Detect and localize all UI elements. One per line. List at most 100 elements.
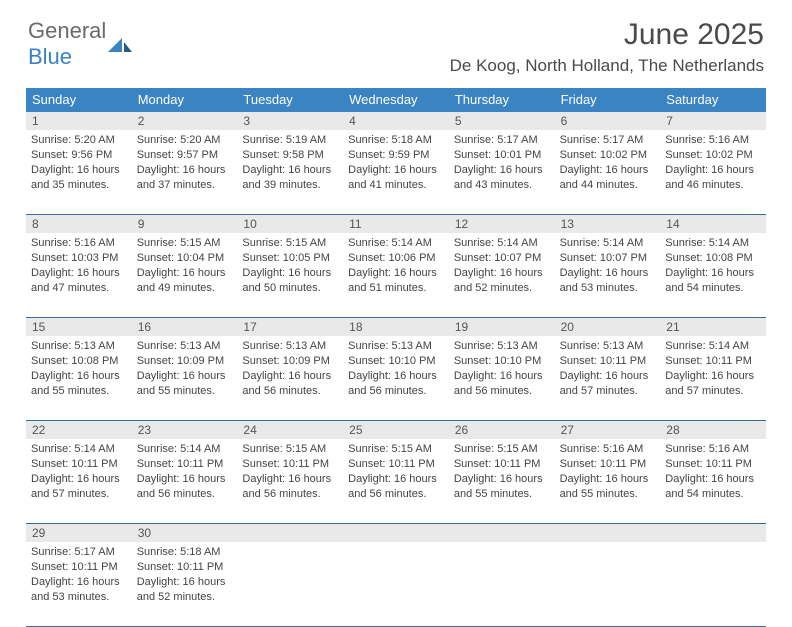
day-cell: Sunrise: 5:20 AMSunset: 9:56 PMDaylight:…: [26, 130, 132, 214]
day-cell: Sunrise: 5:15 AMSunset: 10:04 PMDaylight…: [132, 233, 238, 317]
day-content-row: Sunrise: 5:13 AMSunset: 10:08 PMDaylight…: [26, 336, 766, 421]
day-content-row: Sunrise: 5:17 AMSunset: 10:11 PMDaylight…: [26, 542, 766, 627]
day-cell: Sunrise: 5:14 AMSunset: 10:07 PMDaylight…: [449, 233, 555, 317]
empty-cell: [449, 542, 555, 626]
day-number: 21: [660, 318, 766, 336]
sunset-line: Sunset: 10:11 PM: [348, 457, 444, 472]
empty-cell: [343, 542, 449, 626]
logo: General Blue: [28, 18, 132, 70]
empty-cell: [449, 524, 555, 542]
sunrise-line: Sunrise: 5:13 AM: [454, 339, 550, 354]
sunrise-line: Sunrise: 5:15 AM: [137, 236, 233, 251]
sunrise-line: Sunrise: 5:14 AM: [137, 442, 233, 457]
daylight-line: Daylight: 16 hours and 53 minutes.: [560, 266, 656, 296]
daylight-line: Daylight: 16 hours and 47 minutes.: [31, 266, 127, 296]
sunset-line: Sunset: 10:11 PM: [665, 457, 761, 472]
daylight-line: Daylight: 16 hours and 35 minutes.: [31, 163, 127, 193]
daylight-line: Daylight: 16 hours and 56 minutes.: [137, 472, 233, 502]
day-cell: Sunrise: 5:14 AMSunset: 10:11 PMDaylight…: [132, 439, 238, 523]
day-cell: Sunrise: 5:13 AMSunset: 10:11 PMDaylight…: [555, 336, 661, 420]
day-number: 5: [449, 112, 555, 130]
daylight-line: Daylight: 16 hours and 39 minutes.: [242, 163, 338, 193]
sunrise-line: Sunrise: 5:16 AM: [665, 442, 761, 457]
sunrise-line: Sunrise: 5:14 AM: [560, 236, 656, 251]
day-number: 17: [237, 318, 343, 336]
day-cell: Sunrise: 5:15 AMSunset: 10:05 PMDaylight…: [237, 233, 343, 317]
sunset-line: Sunset: 9:56 PM: [31, 148, 127, 163]
day-cell: Sunrise: 5:17 AMSunset: 10:02 PMDaylight…: [555, 130, 661, 214]
sunrise-line: Sunrise: 5:20 AM: [31, 133, 127, 148]
daylight-line: Daylight: 16 hours and 50 minutes.: [242, 266, 338, 296]
sunset-line: Sunset: 9:58 PM: [242, 148, 338, 163]
day-number: 9: [132, 215, 238, 233]
sunrise-line: Sunrise: 5:13 AM: [348, 339, 444, 354]
sunrise-line: Sunrise: 5:16 AM: [665, 133, 761, 148]
weekday-header: Saturday: [660, 88, 766, 112]
day-number: 18: [343, 318, 449, 336]
weekday-header: Sunday: [26, 88, 132, 112]
sunrise-line: Sunrise: 5:18 AM: [348, 133, 444, 148]
calendar: SundayMondayTuesdayWednesdayThursdayFrid…: [26, 88, 766, 627]
sunset-line: Sunset: 10:09 PM: [242, 354, 338, 369]
day-cell: Sunrise: 5:20 AMSunset: 9:57 PMDaylight:…: [132, 130, 238, 214]
daylight-line: Daylight: 16 hours and 55 minutes.: [454, 472, 550, 502]
sunset-line: Sunset: 10:05 PM: [242, 251, 338, 266]
daylight-line: Daylight: 16 hours and 55 minutes.: [137, 369, 233, 399]
daylight-line: Daylight: 16 hours and 44 minutes.: [560, 163, 656, 193]
daylight-line: Daylight: 16 hours and 37 minutes.: [137, 163, 233, 193]
sunset-line: Sunset: 10:11 PM: [242, 457, 338, 472]
day-cell: Sunrise: 5:18 AMSunset: 9:59 PMDaylight:…: [343, 130, 449, 214]
day-number-row: 891011121314: [26, 215, 766, 233]
day-cell: Sunrise: 5:13 AMSunset: 10:10 PMDaylight…: [449, 336, 555, 420]
day-cell: Sunrise: 5:14 AMSunset: 10:07 PMDaylight…: [555, 233, 661, 317]
empty-cell: [660, 542, 766, 626]
day-number: 8: [26, 215, 132, 233]
empty-cell: [237, 524, 343, 542]
day-cell: Sunrise: 5:14 AMSunset: 10:08 PMDaylight…: [660, 233, 766, 317]
sunset-line: Sunset: 10:09 PM: [137, 354, 233, 369]
sunrise-line: Sunrise: 5:15 AM: [242, 442, 338, 457]
sunset-line: Sunset: 10:02 PM: [560, 148, 656, 163]
day-number: 30: [132, 524, 238, 542]
day-number: 7: [660, 112, 766, 130]
day-number: 19: [449, 318, 555, 336]
day-content-row: Sunrise: 5:20 AMSunset: 9:56 PMDaylight:…: [26, 130, 766, 215]
day-number-row: 15161718192021: [26, 318, 766, 336]
sunrise-line: Sunrise: 5:14 AM: [665, 339, 761, 354]
daylight-line: Daylight: 16 hours and 41 minutes.: [348, 163, 444, 193]
day-number: 3: [237, 112, 343, 130]
empty-cell: [660, 524, 766, 542]
day-cell: Sunrise: 5:13 AMSunset: 10:10 PMDaylight…: [343, 336, 449, 420]
day-number: 20: [555, 318, 661, 336]
sunset-line: Sunset: 10:06 PM: [348, 251, 444, 266]
day-number: 1: [26, 112, 132, 130]
logo-text: General Blue: [28, 18, 106, 70]
sunset-line: Sunset: 10:03 PM: [31, 251, 127, 266]
sunrise-line: Sunrise: 5:13 AM: [560, 339, 656, 354]
sunset-line: Sunset: 9:59 PM: [348, 148, 444, 163]
empty-cell: [555, 542, 661, 626]
sunset-line: Sunset: 9:57 PM: [137, 148, 233, 163]
sunrise-line: Sunrise: 5:17 AM: [454, 133, 550, 148]
day-cell: Sunrise: 5:15 AMSunset: 10:11 PMDaylight…: [343, 439, 449, 523]
day-cell: Sunrise: 5:13 AMSunset: 10:09 PMDaylight…: [237, 336, 343, 420]
sunset-line: Sunset: 10:11 PM: [137, 457, 233, 472]
daylight-line: Daylight: 16 hours and 52 minutes.: [454, 266, 550, 296]
day-number: 2: [132, 112, 238, 130]
sunrise-line: Sunrise: 5:18 AM: [137, 545, 233, 560]
sunrise-line: Sunrise: 5:15 AM: [454, 442, 550, 457]
day-cell: Sunrise: 5:15 AMSunset: 10:11 PMDaylight…: [449, 439, 555, 523]
day-number-row: 2930: [26, 524, 766, 542]
sunset-line: Sunset: 10:10 PM: [454, 354, 550, 369]
daylight-line: Daylight: 16 hours and 55 minutes.: [31, 369, 127, 399]
daylight-line: Daylight: 16 hours and 56 minutes.: [348, 472, 444, 502]
month-title: June 2025: [450, 18, 764, 52]
day-number: 13: [555, 215, 661, 233]
daylight-line: Daylight: 16 hours and 53 minutes.: [31, 575, 127, 605]
daylight-line: Daylight: 16 hours and 52 minutes.: [137, 575, 233, 605]
sunrise-line: Sunrise: 5:14 AM: [348, 236, 444, 251]
day-number: 25: [343, 421, 449, 439]
day-number: 16: [132, 318, 238, 336]
day-cell: Sunrise: 5:13 AMSunset: 10:09 PMDaylight…: [132, 336, 238, 420]
day-number: 12: [449, 215, 555, 233]
